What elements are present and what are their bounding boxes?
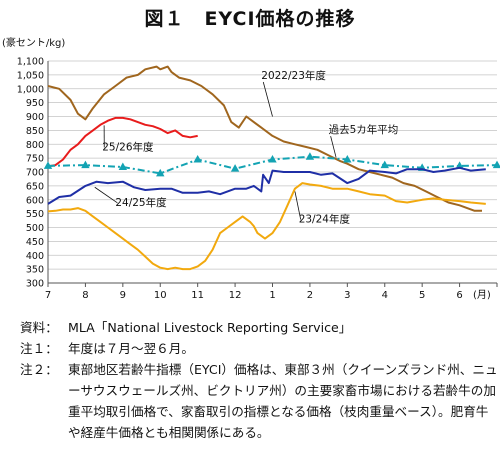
y-tick-label: 300 — [26, 279, 44, 290]
y-axis-label: (豪セント/kg) — [2, 36, 65, 49]
series-marker-2 — [492, 160, 500, 169]
note-2-label: 注２： — [20, 362, 58, 377]
note-source-text: MLA「National Livestock Reporting Service… — [68, 320, 352, 335]
y-tick-label: 750 — [26, 154, 44, 165]
chart-title: 図１ EYCI価格の推移 — [144, 8, 356, 30]
annotation-label: 25/26年度 — [102, 140, 154, 153]
x-tick-label: 9 — [120, 290, 126, 301]
y-tick-label: 400 — [26, 251, 44, 262]
series-marker-2 — [193, 155, 202, 163]
series-line-3 — [47, 166, 486, 205]
series-lines — [43, 65, 500, 271]
chart-notes: 資料： MLA「National Livestock Reporting Ser… — [20, 317, 498, 443]
annotation-label: 23/24年度 — [299, 213, 351, 226]
annotation-label: 過去5カ年平均 — [329, 123, 399, 136]
x-tick-label: 4 — [382, 290, 388, 301]
y-tick-label: 900 — [26, 112, 44, 123]
x-tick-label: 2 — [307, 290, 313, 301]
series-marker-2 — [305, 152, 315, 160]
x-tick-label: 1 — [269, 290, 275, 301]
y-tick-label: 1,050 — [17, 70, 44, 81]
note-1-label: 注１： — [20, 341, 58, 356]
note-1: 注１： 年度は７月～翌６月。 — [20, 338, 498, 359]
series-line-4 — [47, 182, 486, 271]
note-2: 注２： 東部地区若齢牛指標（EYCI）価格は、東部３州（クイーンズランド州、ニュ… — [20, 359, 498, 443]
series-marker-2 — [455, 161, 464, 169]
series-marker-2 — [156, 168, 165, 177]
eyci-line-chart: (豪セント/kg) (月) 300 350 400 450 500 550 600 650 70… — [2, 36, 500, 301]
y-tick-label: 600 — [26, 195, 44, 206]
annotation-label: 24/25年度 — [115, 196, 167, 209]
x-tick-label: 7 — [45, 290, 51, 301]
axes: 300 350 400 450 500 550 600 650 700 750 800 850 900 9… — [17, 57, 498, 301]
y-tick-label: 800 — [26, 140, 44, 151]
y-tick-label: 1,000 — [17, 84, 44, 95]
y-tick-label: 350 — [26, 265, 44, 276]
series-marker-2 — [268, 155, 277, 163]
series-marker-2 — [43, 161, 53, 169]
y-tick-label: 700 — [26, 168, 44, 179]
series-marker-2 — [380, 160, 389, 169]
x-tick-label: 8 — [82, 290, 88, 301]
x-tick-label: 12 — [229, 290, 242, 301]
series-line-0 — [47, 65, 482, 212]
x-tick-label: 3 — [344, 290, 350, 301]
x-tick-label: 11 — [191, 290, 204, 301]
annotation-leader — [330, 136, 337, 158]
note-1-text: 年度は７月～翌６月。 — [68, 341, 194, 356]
x-tick-label: 6 — [456, 290, 462, 301]
y-tick-label: 850 — [26, 126, 44, 137]
y-tick-label: 650 — [26, 181, 44, 192]
series-marker-2 — [118, 162, 128, 171]
y-tick-label: 1,100 — [17, 57, 44, 68]
annotation-label: 2022/23年度 — [261, 69, 326, 82]
x-tick-label: 5 — [419, 290, 425, 301]
note-source: 資料： MLA「National Livestock Reporting Ser… — [20, 317, 498, 338]
series-marker-2 — [81, 160, 90, 169]
annotation-leader — [294, 191, 302, 220]
x-axis-label: (月) — [473, 289, 491, 301]
y-tick-label: 550 — [26, 209, 44, 220]
annotation-leader — [262, 81, 273, 117]
y-tick-label: 500 — [26, 223, 44, 234]
annotation-leader — [94, 186, 118, 204]
y-tick-label: 450 — [26, 237, 44, 248]
series-marker-2 — [230, 164, 240, 172]
series-line-1 — [47, 116, 198, 168]
series-marker-2 — [343, 155, 352, 163]
note-2-text: 東部地区若齢牛指標（EYCI）価格は、東部３州（クイーンズランド州、ニューサウス… — [68, 362, 498, 440]
note-source-label: 資料： — [20, 320, 58, 335]
y-tick-label: 950 — [26, 98, 44, 109]
x-tick-label: 10 — [154, 290, 167, 301]
